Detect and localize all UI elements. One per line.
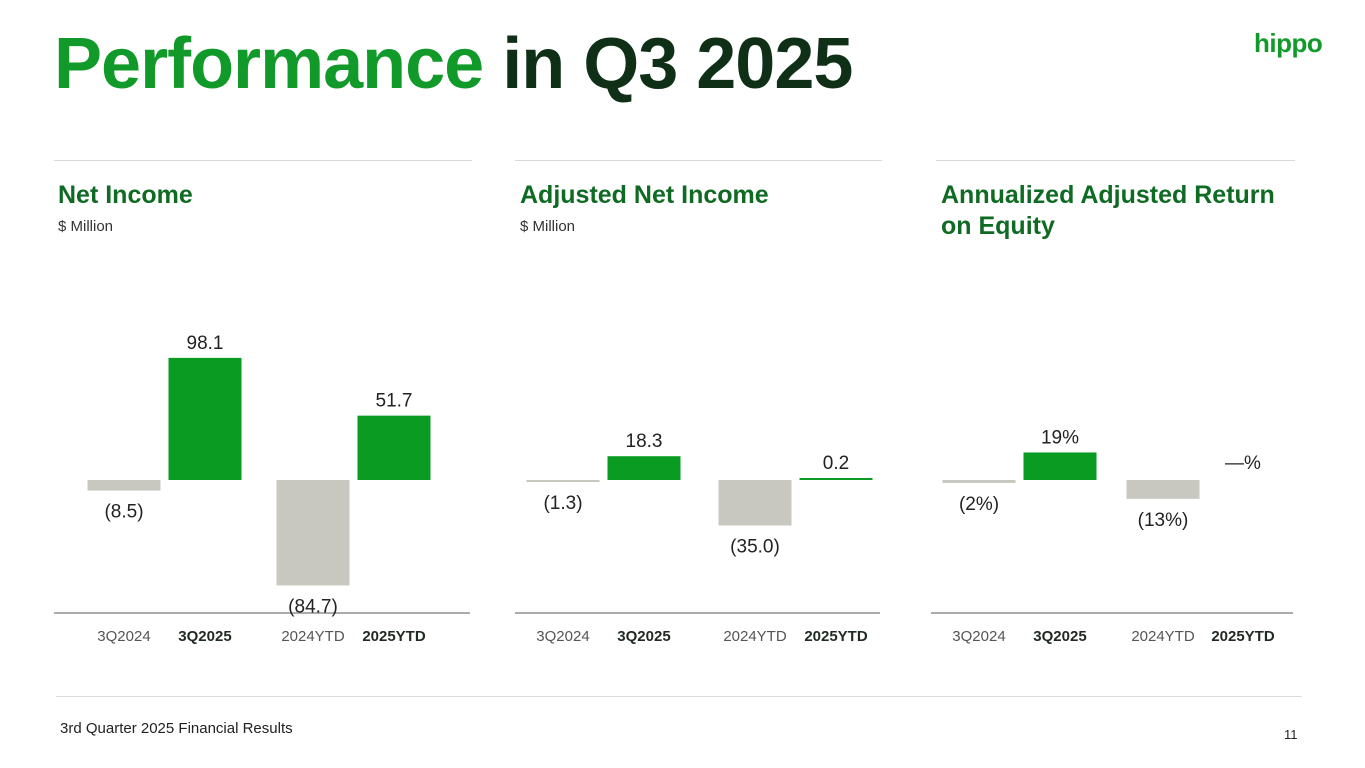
page-title: Performance in Q3 2025 [54,22,853,106]
bar-3q2025 [1023,452,1097,480]
category-label: 2024YTD [723,628,787,645]
value-label: 19% [1041,427,1079,448]
value-label: (13%) [1138,510,1189,531]
value-label: (35.0) [730,537,780,558]
category-label: 2025YTD [804,628,868,645]
value-label: —% [1225,453,1261,474]
panel-roe-title-line2: on Equity [941,212,1055,240]
footer-report-title: 3rd Quarter 2025 Financial Results [60,720,293,737]
page-title-highlight: Performance [54,24,484,104]
chart-1: (8.5) 3Q2024 98.1 3Q2025 (84.7) 2024YTD 51.7 20… [54,333,470,645]
bar-2025ytd [799,478,873,480]
bar-2025ytd [357,415,431,480]
value-label: 51.7 [376,391,413,412]
value-label: (2%) [959,494,999,515]
category-label: 3Q2024 [536,628,589,645]
value-label: 98.1 [187,333,224,354]
bar-2024ytd [276,480,350,586]
bar-2024ytd [1126,480,1200,499]
value-label: (8.5) [104,502,143,523]
category-label: 3Q2025 [1033,628,1086,645]
category-label: 3Q2024 [97,628,150,645]
bar-3q2025 [607,456,681,480]
bar-2024ytd [718,480,792,526]
value-label: (1.3) [543,493,582,514]
bar-3q2024 [526,480,600,482]
panel-net-income-title: Net Income [58,180,193,211]
page-title-rest: in Q3 2025 [483,24,853,104]
footer-divider [56,696,1302,697]
value-label: 0.2 [823,453,849,474]
bar-3q2024 [87,480,161,491]
panel-adjusted-net-income-rule [515,160,882,161]
panel-adjusted-net-income-title: Adjusted Net Income [520,180,769,211]
category-label: 3Q2024 [952,628,1005,645]
panel-net-income-title-line1: Net Income [58,181,193,209]
category-label: 3Q2025 [178,628,231,645]
panel-net-income-subtitle: $ Million [58,218,114,235]
chart-3: (2%) 3Q2024 19% 3Q2025 (13%) 2024YTD —% 2025YTD [931,427,1293,645]
panel-net-income-rule [54,160,472,161]
panel-adjusted-net-income-subtitle: $ Million [520,218,576,235]
value-label: (84.7) [288,596,338,617]
chart-2: (1.3) 3Q2024 18.3 3Q2025 (35.0) 2024YTD 0.2 202… [515,431,880,645]
category-label: 2024YTD [1131,628,1195,645]
panel-roe-rule [936,160,1295,161]
value-label: 18.3 [626,431,663,452]
bar-3q2025 [168,357,242,480]
page-number: 11 [1284,727,1298,742]
category-label: 2025YTD [362,628,426,645]
category-label: 2024YTD [281,628,345,645]
panel-adjusted-net-income-title-line1: Adjusted Net Income [520,181,769,209]
category-label: 2025YTD [1211,628,1275,645]
bar-3q2024 [942,480,1016,483]
panel-roe-title: Annualized Adjusted Return on Equity [941,180,1275,242]
category-label: 3Q2025 [617,628,670,645]
panel-roe-title-line1: Annualized Adjusted Return [941,181,1275,209]
hippo-logo: hippo [1254,28,1323,58]
